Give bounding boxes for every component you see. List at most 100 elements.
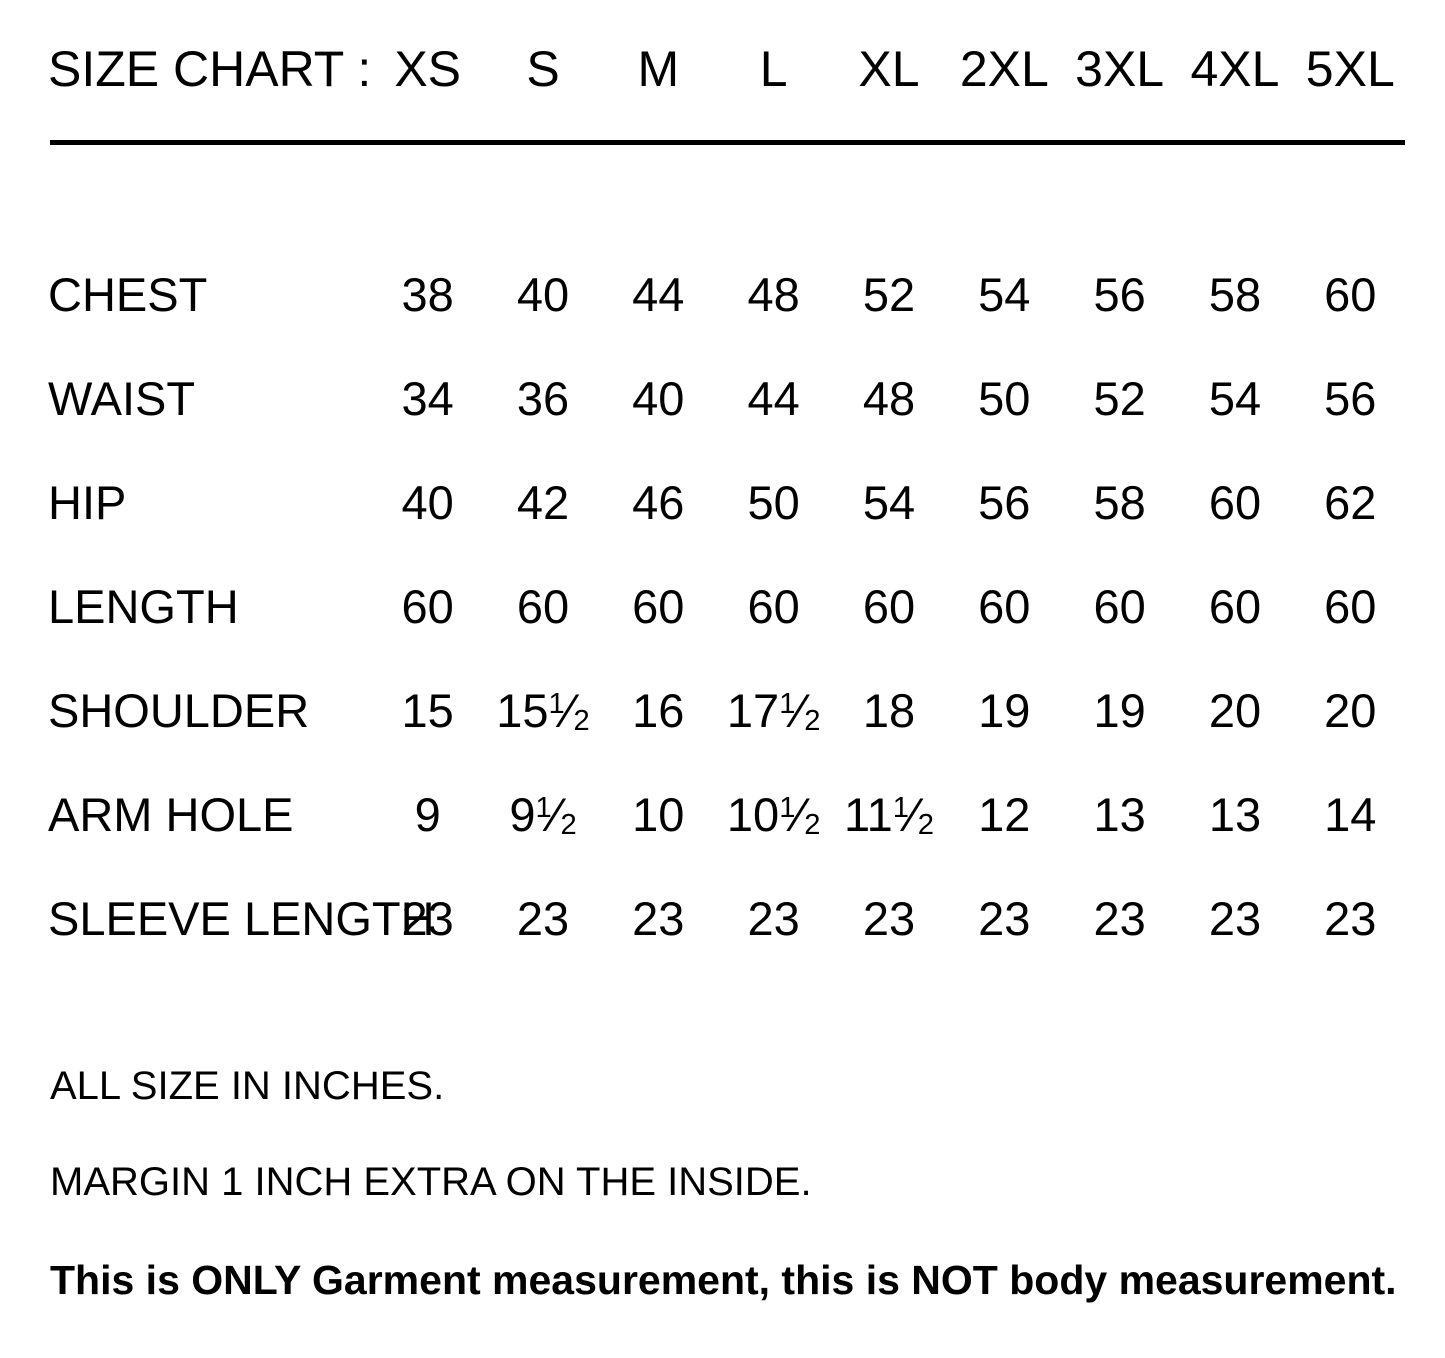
column-header-5xl: 5XL: [1305, 41, 1395, 97]
note-disclaimer: This is ONLY Garment measurement, this i…: [50, 1257, 1397, 1303]
column-header-4xl: 4XL: [1190, 41, 1280, 97]
column-header-xs: XS: [394, 41, 462, 97]
table-row: SLEEVE LENGTH 23 23 23 23 23 23 23 23 23: [48, 867, 1408, 971]
cell-sleeve-length-l: 23: [747, 892, 800, 945]
cell-chest-xl: 52: [862, 268, 916, 321]
cell-length-5xl: 60: [1324, 580, 1377, 633]
cell-shoulder-l: 171⁄2: [726, 684, 821, 738]
column-header-s: S: [526, 41, 560, 97]
notes-section: ALL SIZE IN INCHES. MARGIN 1 INCH EXTRA …: [50, 1062, 1410, 1304]
cell-arm-hole-xs: 9: [414, 788, 441, 841]
cell-chest-xs: 38: [401, 268, 454, 321]
row-label-sleeve-length: SLEEVE LENGTH: [48, 892, 435, 945]
row-label-length: LENGTH: [48, 580, 239, 633]
table-row: HIP 40 42 46 50 54 56 58 60 62: [48, 451, 1408, 555]
cell-shoulder-5xl: 20: [1324, 684, 1377, 737]
cell-sleeve-length-2xl: 23: [978, 892, 1031, 945]
header-divider: [50, 140, 1405, 145]
cell-hip-4xl: 60: [1208, 476, 1262, 529]
cell-chest-s: 40: [516, 268, 570, 321]
column-header-xl: XL: [858, 41, 920, 97]
cell-waist-3xl: 52: [1093, 372, 1146, 425]
cell-chest-4xl: 58: [1208, 268, 1262, 321]
cell-hip-m: 46: [632, 476, 685, 529]
cell-chest-5xl: 60: [1324, 268, 1377, 321]
cell-hip-5xl: 62: [1324, 476, 1377, 529]
cell-waist-xs: 34: [401, 372, 454, 425]
cell-sleeve-length-m: 23: [632, 892, 685, 945]
cell-length-l: 60: [747, 580, 800, 633]
column-header-2xl: 2XL: [959, 41, 1049, 97]
cell-length-s: 60: [516, 580, 570, 633]
cell-chest-l: 48: [747, 268, 800, 321]
note-units: ALL SIZE IN INCHES.: [50, 1064, 445, 1108]
cell-length-3xl: 60: [1093, 580, 1146, 633]
row-values-arm-hole: 9 91⁄2 10 101⁄2 111⁄2 12 13 13 14: [370, 763, 1408, 867]
row-values-sleeve-length: 23 23 23 23 23 23 23 23 23: [370, 867, 1408, 971]
cell-chest-3xl: 56: [1093, 268, 1146, 321]
cell-hip-3xl: 58: [1093, 476, 1146, 529]
cell-arm-hole-m: 10: [632, 788, 685, 841]
cell-shoulder-m: 16: [632, 684, 685, 737]
cell-arm-hole-s: 91⁄2: [509, 788, 577, 842]
cell-chest-m: 44: [632, 268, 685, 321]
cell-shoulder-s: 151⁄2: [496, 684, 590, 738]
cell-waist-m: 40: [632, 372, 685, 425]
cell-length-4xl: 60: [1208, 580, 1262, 633]
row-label-hip: HIP: [48, 476, 127, 529]
cell-hip-xs: 40: [401, 476, 454, 529]
cell-arm-hole-xl: 111⁄2: [843, 788, 934, 842]
column-header-l: L: [759, 41, 788, 97]
row-values-hip: 40 42 46 50 54 56 58 60 62: [370, 451, 1408, 555]
cell-sleeve-length-3xl: 23: [1093, 892, 1146, 945]
row-label-arm-hole: ARM HOLE: [48, 788, 294, 841]
cell-shoulder-xs: 15: [401, 684, 454, 737]
cell-sleeve-length-s: 23: [516, 892, 570, 945]
row-label-waist: WAIST: [48, 372, 196, 425]
cell-chest-2xl: 54: [978, 268, 1031, 321]
page-title: SIZE CHART :: [48, 41, 372, 97]
cell-arm-hole-2xl: 12: [978, 788, 1031, 841]
cell-sleeve-length-4xl: 23: [1208, 892, 1262, 945]
cell-arm-hole-l: 101⁄2: [726, 788, 821, 842]
cell-arm-hole-4xl: 13: [1208, 788, 1262, 841]
cell-shoulder-3xl: 19: [1093, 684, 1146, 737]
cell-shoulder-4xl: 20: [1208, 684, 1262, 737]
cell-sleeve-length-5xl: 23: [1324, 892, 1377, 945]
cell-hip-2xl: 56: [978, 476, 1031, 529]
table-row: WAIST 34 36 40 44 48 50 52 54 56: [48, 347, 1408, 451]
cell-shoulder-2xl: 19: [978, 684, 1031, 737]
cell-waist-l: 44: [747, 372, 800, 425]
row-label-shoulder: SHOULDER: [48, 684, 310, 737]
table-row: CHEST 38 40 44 48 52 54 56 58 60: [48, 243, 1408, 347]
measurements-table: CHEST 38 40 44 48 52 54 56 58 60 WAIST 3…: [48, 243, 1408, 971]
table-row: ARM HOLE 9 91⁄2 10 101⁄2 111⁄2 12 13 13 …: [48, 763, 1408, 867]
cell-length-xs: 60: [401, 580, 454, 633]
table-row: SHOULDER 15 151⁄2 16 171⁄2 18 19 19 20 2…: [48, 659, 1408, 763]
cell-waist-s: 36: [516, 372, 570, 425]
size-chart-header: SIZE CHART : XS S M L XL 2XL 3XL 4XL 5XL: [48, 34, 1408, 104]
cell-length-xl: 60: [862, 580, 916, 633]
cell-hip-l: 50: [747, 476, 800, 529]
column-header-m: M: [637, 41, 680, 97]
cell-length-2xl: 60: [978, 580, 1031, 633]
cell-waist-2xl: 50: [978, 372, 1031, 425]
column-header-3xl: 3XL: [1075, 41, 1165, 97]
cell-sleeve-length-xs: 23: [401, 892, 454, 945]
cell-waist-5xl: 56: [1324, 372, 1377, 425]
cell-length-m: 60: [632, 580, 685, 633]
row-label-chest: CHEST: [48, 268, 208, 321]
cell-waist-xl: 48: [862, 372, 916, 425]
cell-hip-xl: 54: [862, 476, 916, 529]
note-margin: MARGIN 1 INCH EXTRA ON THE INSIDE.: [50, 1160, 812, 1204]
size-column-headers: XS S M L XL 2XL 3XL 4XL 5XL: [370, 34, 1408, 104]
cell-hip-s: 42: [516, 476, 570, 529]
row-values-chest: 38 40 44 48 52 54 56 58 60: [370, 243, 1408, 347]
row-values-length: 60 60 60 60 60 60 60 60 60: [370, 555, 1408, 659]
row-values-waist: 34 36 40 44 48 50 52 54 56: [370, 347, 1408, 451]
cell-arm-hole-3xl: 13: [1093, 788, 1146, 841]
cell-sleeve-length-xl: 23: [862, 892, 916, 945]
row-values-shoulder: 15 151⁄2 16 171⁄2 18 19 19 20 20: [370, 659, 1408, 763]
cell-waist-4xl: 54: [1208, 372, 1262, 425]
